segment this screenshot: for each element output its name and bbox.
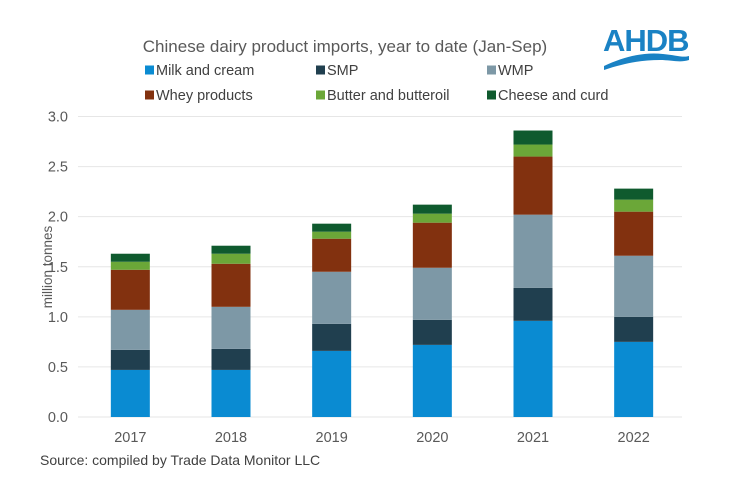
logo-wave-icon — [604, 53, 689, 70]
bar-butter-and-butteroil-2019 — [312, 231, 352, 239]
bar-smp-2022 — [614, 316, 654, 342]
bar-cheese-and-curd-2019 — [312, 223, 352, 232]
bar-whey-products-2020 — [412, 222, 452, 268]
bar-milk-and-cream-2019 — [312, 350, 352, 417]
bar-wmp-2020 — [412, 267, 452, 320]
legend-swatch — [487, 90, 496, 100]
bar-butter-and-butteroil-2020 — [412, 213, 452, 223]
bar-whey-products-2019 — [312, 238, 352, 272]
bar-smp-2020 — [412, 319, 452, 345]
bar-smp-2017 — [110, 349, 150, 370]
gridlines — [78, 116, 682, 418]
legend-swatch — [316, 90, 325, 100]
legend-item-butter-and-butteroil: Butter and butteroil — [316, 88, 450, 104]
bar-cheese-and-curd-2018 — [211, 245, 251, 254]
ahdb-logo: AHDB — [603, 23, 690, 70]
bar-wmp-2018 — [211, 306, 251, 349]
x-tick-label: 2021 — [517, 430, 549, 446]
y-tick-label: 0.0 — [48, 410, 68, 426]
x-tick-label: 2018 — [215, 430, 247, 446]
bar-smp-2018 — [211, 348, 251, 370]
y-tick-label: 1.0 — [48, 310, 68, 326]
bar-wmp-2021 — [513, 214, 553, 288]
bar-milk-and-cream-2022 — [614, 341, 654, 417]
bar-milk-and-cream-2018 — [211, 369, 251, 417]
bar-butter-and-butteroil-2018 — [211, 253, 251, 264]
legend-swatch — [145, 90, 154, 100]
legend-swatch — [487, 65, 496, 75]
bar-butter-and-butteroil-2022 — [614, 199, 654, 212]
y-tick-label: 2.0 — [48, 210, 68, 226]
bar-whey-products-2021 — [513, 156, 553, 215]
bars — [110, 130, 654, 417]
legend: Milk and cream SMP WMP Whey products Butter … — [145, 63, 608, 104]
x-tick-label: 2022 — [618, 430, 650, 446]
y-axis-label: million tonnes — [40, 225, 55, 308]
x-tick-label: 2017 — [114, 430, 146, 446]
bar-whey-products-2017 — [110, 269, 150, 310]
bar-stack-2021 — [513, 130, 553, 417]
bar-milk-and-cream-2017 — [110, 369, 150, 417]
y-tick-label: 1.5 — [48, 260, 68, 276]
logo-text: AHDB — [603, 23, 689, 58]
bar-smp-2019 — [312, 323, 352, 351]
bar-cheese-and-curd-2022 — [614, 188, 654, 200]
bar-cheese-and-curd-2021 — [513, 130, 553, 145]
bar-cheese-and-curd-2017 — [110, 253, 150, 262]
legend-label: WMP — [498, 63, 533, 79]
bar-stack-2019 — [312, 223, 352, 417]
legend-swatch — [316, 65, 325, 75]
x-tick-label: 2020 — [416, 430, 448, 446]
bar-whey-products-2022 — [614, 211, 654, 256]
legend-item-wmp: WMP — [487, 63, 533, 79]
x-axis-ticks: 2017 2018 2019 2020 2021 2022 — [114, 430, 650, 446]
bar-butter-and-butteroil-2017 — [110, 261, 150, 270]
legend-item-cheese-and-curd: Cheese and curd — [487, 88, 608, 104]
legend-item-milk-and-cream: Milk and cream — [145, 63, 254, 79]
y-tick-label: 0.5 — [48, 360, 68, 376]
legend-label: Cheese and curd — [498, 88, 608, 104]
source-note: Source: compiled by Trade Data Monitor L… — [40, 452, 320, 468]
y-axis-ticks: 0.0 0.5 1.0 1.5 2.0 2.5 3.0 — [48, 110, 68, 427]
bar-wmp-2017 — [110, 309, 150, 350]
legend-label: Whey products — [156, 88, 253, 104]
y-tick-label: 2.5 — [48, 160, 68, 176]
bar-whey-products-2018 — [211, 263, 251, 307]
bar-wmp-2022 — [614, 255, 654, 317]
bar-stack-2022 — [614, 188, 654, 417]
legend-swatch — [145, 65, 154, 75]
bar-stack-2018 — [211, 245, 251, 417]
bar-cheese-and-curd-2020 — [412, 204, 452, 214]
bar-butter-and-butteroil-2021 — [513, 144, 553, 157]
bar-stack-2020 — [412, 204, 452, 417]
chart-title: Chinese dairy product imports, year to d… — [143, 37, 547, 56]
legend-label: Milk and cream — [156, 63, 254, 79]
bar-wmp-2019 — [312, 271, 352, 324]
bar-smp-2021 — [513, 287, 553, 321]
legend-item-whey-products: Whey products — [145, 88, 253, 104]
bar-milk-and-cream-2020 — [412, 344, 452, 417]
legend-item-smp: SMP — [316, 63, 358, 79]
y-tick-label: 3.0 — [48, 110, 68, 126]
bar-stack-2017 — [110, 253, 150, 417]
legend-label: SMP — [327, 63, 358, 79]
legend-label: Butter and butteroil — [327, 88, 450, 104]
x-tick-label: 2019 — [316, 430, 348, 446]
bar-milk-and-cream-2021 — [513, 320, 553, 417]
